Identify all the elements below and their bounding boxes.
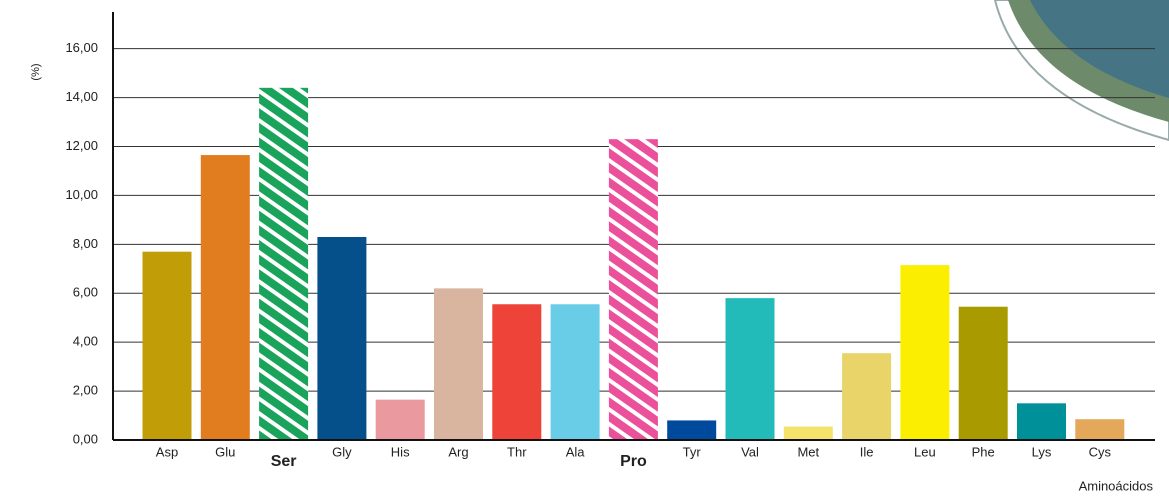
bar bbox=[434, 288, 483, 440]
y-tick-label: 0,00 bbox=[73, 431, 98, 446]
bar bbox=[958, 306, 1008, 440]
bar bbox=[1017, 403, 1066, 440]
x-tick-label: Gly bbox=[332, 444, 352, 459]
decorative-image bbox=[993, 0, 1169, 142]
x-tick-label: Phe bbox=[972, 444, 995, 459]
x-tick-label: Cys bbox=[1089, 444, 1112, 459]
bar bbox=[1075, 419, 1125, 440]
bar bbox=[842, 353, 892, 440]
x-tick-label: Leu bbox=[914, 444, 936, 459]
y-tick-label: 10,00 bbox=[65, 187, 98, 202]
y-tick-label: 2,00 bbox=[73, 383, 98, 398]
bar bbox=[200, 155, 250, 440]
y-tick-label: 8,00 bbox=[73, 236, 98, 251]
x-tick-label: Val bbox=[741, 444, 759, 459]
bar bbox=[783, 426, 833, 440]
x-axis-label: Aminoácidos bbox=[1079, 478, 1154, 493]
bar bbox=[142, 251, 192, 440]
bar bbox=[550, 304, 600, 440]
x-tick-label: Ala bbox=[566, 444, 586, 459]
y-tick-label: 12,00 bbox=[65, 138, 98, 153]
bar bbox=[375, 399, 425, 440]
x-tick-label: His bbox=[391, 444, 410, 459]
bar bbox=[725, 298, 775, 440]
x-tick-label: Glu bbox=[215, 444, 235, 459]
bar bbox=[492, 304, 542, 440]
x-tick-label: Pro bbox=[620, 453, 647, 470]
x-tick-label: Ser bbox=[271, 453, 297, 470]
bar bbox=[900, 265, 950, 440]
bar bbox=[317, 237, 367, 440]
x-tick-label: Thr bbox=[507, 444, 527, 459]
x-tick-label: Met bbox=[797, 444, 819, 459]
bar bbox=[259, 87, 309, 441]
y-tick-label: 4,00 bbox=[73, 334, 98, 349]
x-tick-label: Lys bbox=[1032, 444, 1052, 459]
y-tick-label: 14,00 bbox=[65, 89, 98, 104]
x-tick-label: Asp bbox=[156, 444, 178, 459]
x-tick-label: Arg bbox=[448, 444, 468, 459]
bar bbox=[608, 139, 658, 441]
x-tick-label: Ile bbox=[860, 444, 874, 459]
y-tick-label: 16,00 bbox=[65, 40, 98, 55]
y-tick-label: 6,00 bbox=[73, 285, 98, 300]
bar bbox=[667, 420, 717, 440]
x-tick-label: Tyr bbox=[683, 444, 702, 459]
y-axis-label: (%) bbox=[30, 63, 42, 80]
